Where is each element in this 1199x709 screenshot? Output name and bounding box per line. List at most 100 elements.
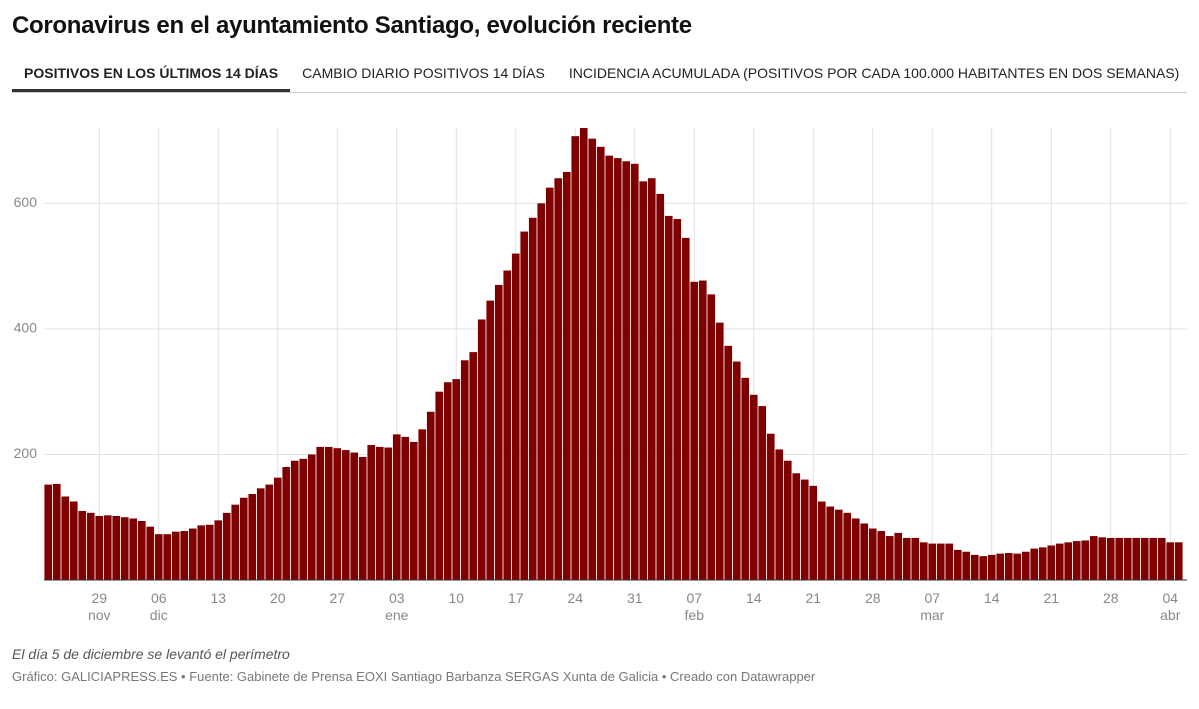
bar [919, 542, 928, 580]
tab[interactable]: INCIDENCIA ACUMULADA (POSITIVOS POR CADA… [568, 65, 1180, 81]
tab[interactable]: CAMBIO DIARIO POSITIVOS 14 DÍAS [302, 65, 545, 81]
bar [1047, 545, 1056, 580]
bar [996, 553, 1005, 580]
bar [571, 136, 580, 580]
bar [418, 429, 427, 580]
bar [1004, 553, 1013, 580]
bar [656, 193, 665, 580]
bar [1106, 537, 1115, 580]
bar [1064, 542, 1073, 580]
bar [1013, 553, 1022, 580]
bar [622, 161, 631, 580]
bar [562, 171, 571, 580]
bar [426, 411, 435, 580]
x-tick-label: 14 [983, 590, 1000, 606]
bar [775, 449, 784, 580]
bar [316, 446, 325, 580]
bar [163, 534, 172, 580]
bar [61, 496, 70, 580]
bar [95, 515, 104, 580]
bar [800, 479, 809, 580]
bar [1081, 540, 1090, 580]
x-tick-label: 21 [1043, 590, 1060, 606]
bar [333, 448, 342, 580]
bar [231, 504, 240, 580]
tab-bar: POSITIVOS EN LOS ÚLTIMOS 14 DÍAS CAMBIO D… [12, 60, 1187, 93]
bar [78, 510, 87, 580]
x-tick-label: 07 mar [920, 590, 945, 623]
x-tick-label: 13 [210, 590, 227, 606]
bar [154, 534, 163, 580]
bar [384, 447, 393, 580]
x-tick-label: 03 ene [385, 590, 409, 623]
bar [749, 394, 758, 580]
x-tick-label: 28 [864, 590, 881, 606]
bar [171, 531, 180, 580]
bar [469, 352, 478, 580]
bar [868, 528, 877, 580]
x-tick-label: 14 [745, 590, 762, 606]
bar [188, 528, 197, 580]
bar [613, 158, 622, 580]
bar [239, 497, 248, 580]
bar [953, 549, 962, 580]
bar [367, 445, 376, 580]
bar [817, 501, 826, 580]
bar [69, 501, 78, 580]
bar [732, 361, 741, 580]
bar [358, 456, 367, 580]
bar [987, 554, 996, 580]
bar [596, 146, 605, 581]
bar [647, 178, 656, 580]
bar [962, 551, 971, 580]
bar [324, 446, 333, 580]
bar [486, 300, 495, 580]
bar [256, 488, 265, 580]
bar [902, 537, 911, 580]
bar [146, 526, 155, 580]
bar [443, 382, 452, 580]
bar [758, 406, 767, 580]
bar [86, 512, 95, 580]
bar [435, 391, 444, 580]
bar [282, 467, 291, 580]
x-tick-label: 17 [507, 590, 524, 606]
y-tick-label: 200 [14, 445, 38, 461]
bar [52, 483, 61, 580]
bar [392, 434, 401, 580]
bar [180, 531, 189, 580]
bar [452, 379, 461, 580]
x-tick-label: 27 [329, 590, 346, 606]
bar [528, 217, 537, 580]
bar [885, 536, 894, 580]
bar [1038, 547, 1047, 580]
bar [460, 360, 469, 580]
bar [928, 543, 937, 580]
bar [545, 187, 554, 580]
bar [681, 237, 690, 580]
bar [503, 270, 512, 580]
bar [537, 203, 546, 581]
bar [639, 181, 648, 580]
x-tick-label: 21 [805, 590, 822, 606]
bar [350, 452, 359, 580]
bar [1055, 543, 1064, 580]
bar [1149, 537, 1158, 580]
bar [1132, 537, 1141, 580]
bar [673, 219, 682, 580]
bar [290, 460, 299, 580]
bar [520, 231, 529, 581]
bar [894, 532, 903, 580]
y-tick-label: 400 [14, 320, 38, 336]
tab[interactable]: POSITIVOS EN LOS ÚLTIMOS 14 DÍAS [12, 60, 291, 92]
bar [1115, 537, 1124, 580]
bar [877, 531, 886, 580]
bar [103, 515, 112, 580]
bar [401, 436, 410, 580]
x-tick-label: 31 [626, 590, 643, 606]
bar [477, 319, 486, 580]
bar [860, 523, 869, 580]
bar [554, 178, 563, 580]
bar [494, 284, 503, 580]
